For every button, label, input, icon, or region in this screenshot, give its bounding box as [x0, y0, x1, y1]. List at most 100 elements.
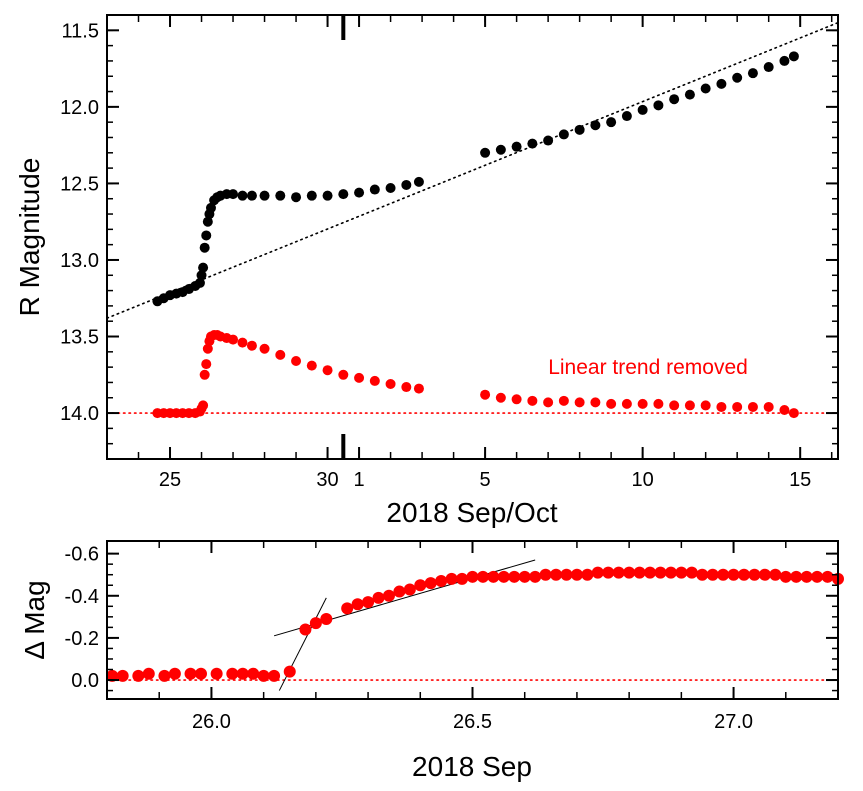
raw-data-point [401, 179, 412, 190]
bottom-y-tick-label: -0.6 [65, 544, 99, 566]
detrended-data-point [413, 383, 424, 394]
delta-mag-data-point [351, 598, 364, 611]
delta-mag-data-point [210, 667, 223, 680]
detrended-data-point [558, 395, 569, 406]
top-x-tick-label: 30 [316, 469, 338, 491]
top-plot-frame [106, 14, 839, 460]
top-x-tick-label: 10 [632, 469, 654, 491]
raw-data-point [480, 147, 491, 158]
delta-mag-data-point [247, 667, 260, 680]
detrended-data-point [621, 398, 632, 409]
detrended-data-point [574, 397, 585, 408]
delta-mag-data-point [518, 570, 531, 583]
detrended-data-point [199, 369, 210, 380]
delta-mag-data-point [758, 568, 771, 581]
raw-data-point [198, 262, 209, 273]
delta-mag-data-point [116, 669, 129, 682]
top-x-tick-label: 25 [159, 469, 181, 491]
detrended-data-point [275, 349, 286, 360]
raw-data-point [201, 230, 212, 241]
delta-mag-data-point [550, 568, 563, 581]
delta-mag-data-point [184, 667, 197, 680]
detrended-data-point [198, 400, 209, 411]
bottom-y-tick-label: -0.4 [65, 586, 99, 608]
delta-mag-data-point [748, 568, 761, 581]
delta-mag-data-point [696, 568, 709, 581]
detrended-data-point [401, 382, 412, 393]
raw-data-point [574, 124, 585, 135]
raw-data-point [788, 51, 799, 62]
delta-mag-data-point [424, 577, 437, 590]
top-y-tick-label: 12.0 [60, 97, 99, 119]
bottom-y-axis-label: Δ Mag [19, 580, 50, 659]
bottom-y-tick-label: -0.2 [65, 628, 99, 650]
raw-data-point [237, 190, 248, 201]
delta-mag-data-point [612, 566, 625, 579]
raw-data-point [194, 277, 205, 288]
raw-data-point [653, 100, 664, 111]
top-x-tick-label: 15 [789, 469, 811, 491]
delta-mag-data-point [738, 568, 751, 581]
raw-data-point [275, 190, 286, 201]
delta-mag-data-point [299, 623, 312, 636]
bottom-plot-area [106, 559, 844, 691]
detrended-data-point [606, 398, 617, 409]
raw-data-point [606, 117, 617, 128]
raw-data-point [306, 190, 317, 201]
delta-mag-data-point [591, 566, 604, 579]
raw-data-point [527, 138, 538, 149]
delta-mag-data-point [602, 566, 615, 579]
top-y-tick-label: 11.5 [62, 20, 99, 42]
delta-mag-data-point [570, 568, 583, 581]
raw-data-point [205, 202, 216, 213]
delta-mag-data-point [456, 572, 469, 585]
raw-data-point [747, 68, 758, 79]
raw-data-point [763, 62, 774, 73]
delta-mag-data-point [821, 570, 834, 583]
delta-mag-data-point [445, 572, 458, 585]
bottom-x-tick-label: 27.0 [714, 711, 753, 733]
delta-mag-data-point [529, 570, 542, 583]
detrended-data-point [637, 398, 648, 409]
detrended-data-point [684, 400, 695, 411]
raw-data-point [621, 111, 632, 122]
delta-mag-data-point [644, 566, 657, 579]
delta-mag-data-point [226, 667, 239, 680]
detrended-data-point [306, 360, 317, 371]
delta-mag-data-point [685, 566, 698, 579]
top-x-tick-label: 1 [354, 469, 365, 491]
delta-mag-data-point [403, 583, 416, 596]
trend-removed-annotation: Linear trend removed [548, 356, 748, 379]
detrended-data-point [669, 400, 680, 411]
trend-line [106, 21, 839, 319]
detrended-data-point [202, 343, 213, 354]
raw-data-point [684, 89, 695, 100]
delta-mag-data-point [158, 669, 171, 682]
delta-mag-data-point [779, 570, 792, 583]
detrended-data-point [495, 392, 506, 403]
detrended-data-point [237, 337, 248, 348]
delta-mag-data-point [539, 568, 552, 581]
detrended-data-point [543, 397, 554, 408]
delta-mag-data-point [341, 602, 354, 615]
detrended-data-point [354, 372, 365, 383]
delta-mag-data-point [320, 612, 333, 625]
delta-mag-data-point [382, 589, 395, 602]
raw-data-point [196, 270, 207, 281]
raw-data-point [716, 78, 727, 89]
raw-data-point [543, 135, 554, 146]
raw-data-point [558, 129, 569, 140]
detrended-data-point [322, 365, 333, 376]
delta-mag-data-point [497, 570, 510, 583]
raw-data-point [413, 176, 424, 187]
raw-data-point [495, 144, 506, 155]
delta-mag-data-point [476, 570, 489, 583]
top-plot-area [106, 21, 839, 419]
top-y-tick-label: 14.0 [60, 403, 99, 425]
detrended-data-point [259, 343, 270, 354]
raw-data-point [669, 94, 680, 105]
delta-mag-data-point [435, 575, 448, 588]
delta-mag-data-point [362, 596, 375, 609]
delta-mag-data-point [581, 568, 594, 581]
